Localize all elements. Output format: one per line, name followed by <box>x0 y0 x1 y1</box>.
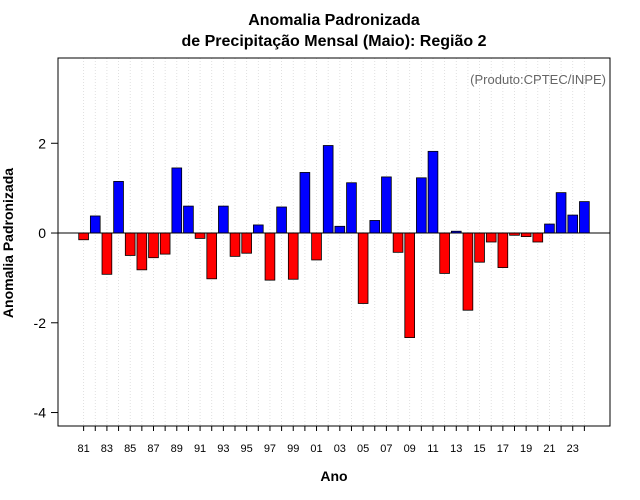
bar-99 <box>287 232 299 280</box>
bar-09 <box>404 232 415 338</box>
y-tick-label: 2 <box>38 135 46 151</box>
x-tick-label: 19 <box>520 443 532 455</box>
x-tick-label: 15 <box>473 443 485 455</box>
x-tick-label: 17 <box>497 443 509 455</box>
bar-15 <box>474 232 485 263</box>
x-tick-label: 97 <box>264 443 276 455</box>
credit-text: (Produto:CPTEC/INPE) <box>470 72 606 87</box>
bar-23 <box>567 214 579 234</box>
bar-90 <box>183 205 194 234</box>
x-tick-label: 03 <box>334 443 346 455</box>
bar-20 <box>532 232 544 243</box>
x-tick-label: 11 <box>427 443 438 455</box>
x-tick-label: 93 <box>217 443 229 455</box>
bar-83 <box>101 232 113 275</box>
bar-81 <box>78 232 89 241</box>
bar-19 <box>520 232 532 238</box>
bar-11 <box>427 150 439 234</box>
y-axis-label: Anomalia Padronizada <box>0 168 16 318</box>
x-tick-label: 01 <box>310 443 322 455</box>
chart-title-line-1: Anomalia Padronizada <box>248 12 420 29</box>
bar-04 <box>346 182 357 234</box>
x-tick-label: 99 <box>287 443 299 455</box>
bar-17 <box>497 232 509 268</box>
bar-10 <box>416 177 427 234</box>
x-tick-label: 95 <box>241 443 253 455</box>
x-tick-label: 05 <box>357 443 369 455</box>
bar-94 <box>229 232 241 257</box>
x-tick-label: 23 <box>567 443 579 455</box>
bar-96 <box>253 224 264 234</box>
y-tick-label: 0 <box>38 225 46 241</box>
bar-02 <box>322 145 334 234</box>
bar-03 <box>334 225 346 234</box>
bar-82 <box>89 215 101 234</box>
x-tick-label: 89 <box>171 443 183 455</box>
x-tick-label: 87 <box>147 443 159 455</box>
bar-95 <box>241 232 252 254</box>
bar-92 <box>206 232 218 280</box>
bar-87 <box>148 232 159 259</box>
bars <box>78 145 590 338</box>
bar-24 <box>579 201 590 234</box>
x-tick-label: 13 <box>450 443 462 455</box>
bar-12 <box>439 232 450 274</box>
x-axis: 81 83 85 87 89 91 93 95 97 99 01 03 05 07 09 11 13 15 17 19… <box>77 425 585 455</box>
bar-08 <box>392 232 404 253</box>
y-tick-label: -2 <box>34 315 47 331</box>
bar-16 <box>485 232 497 243</box>
bar-85 <box>124 232 136 256</box>
bar-07 <box>381 176 392 234</box>
x-tick-label: 91 <box>194 443 206 455</box>
x-tick-label: 83 <box>101 443 113 455</box>
x-tick-label: 85 <box>124 443 136 455</box>
bar-01 <box>311 232 322 261</box>
bar-89 <box>171 167 183 234</box>
y-axis: -4 -2 0 2 <box>34 135 58 421</box>
bar-14 <box>462 232 474 311</box>
y-tick-label: -4 <box>34 405 47 421</box>
bar-05 <box>357 232 369 304</box>
bar-86 <box>136 232 148 271</box>
x-tick-label: 09 <box>404 443 416 455</box>
bar-21 <box>544 223 555 234</box>
x-tick-label: 81 <box>77 443 89 455</box>
bar-93 <box>218 205 229 234</box>
bar-97 <box>264 232 276 281</box>
bar-88 <box>159 232 171 255</box>
bar-98 <box>276 206 287 234</box>
x-tick-label: 21 <box>543 443 555 455</box>
bar-06 <box>369 220 381 234</box>
x-axis-label: Ano <box>320 468 347 484</box>
bar-22 <box>555 192 567 234</box>
bar-84 <box>113 181 124 234</box>
bar-91 <box>194 232 206 239</box>
bar-00 <box>299 172 311 234</box>
x-tick-label: 07 <box>380 443 392 455</box>
chart-title-line-2: de Precipitação Mensal (Maio): Região 2 <box>182 33 487 50</box>
